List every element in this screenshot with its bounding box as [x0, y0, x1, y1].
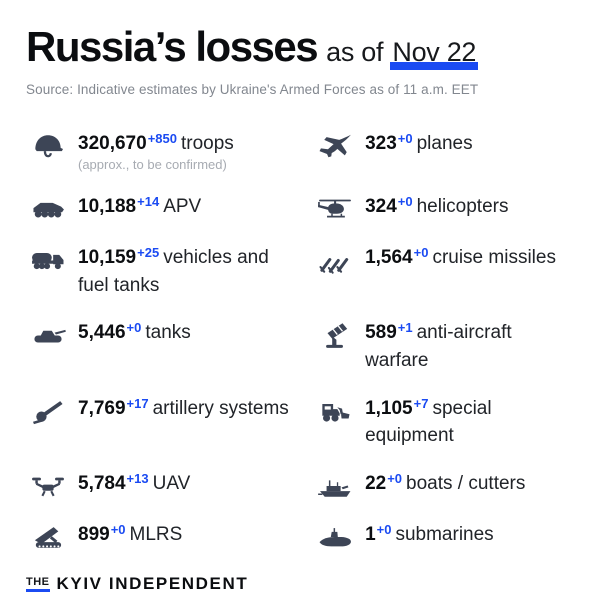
stat-delta: +14 [137, 194, 160, 210]
stat-helicopters: 324+0 helicopters [313, 193, 574, 224]
stat-delta: +1 [397, 320, 413, 336]
artillery-icon [26, 396, 70, 426]
stat-delta: +0 [397, 194, 413, 210]
stat-label: cruise missiles [432, 247, 556, 269]
stat-label: troops [180, 132, 234, 154]
stat-value: 323 [365, 132, 397, 154]
stat-delta: +0 [413, 245, 429, 261]
stat-label: anti-aircraft warfare [365, 322, 512, 371]
stat-value: 10,159 [78, 247, 137, 269]
stat-label: boats / cutters [406, 472, 526, 494]
stat-label: MLRS [129, 523, 183, 545]
stat-label: helicopters [416, 196, 509, 218]
special-equipment-icon [313, 396, 357, 426]
plane-icon [313, 131, 357, 161]
stat-troops: 320,670+850 troops (approx., to be confir… [26, 130, 303, 173]
stat-value: 1 [365, 523, 376, 545]
stat-value: 589 [365, 322, 397, 344]
stat-delta: +850 [147, 130, 177, 146]
boat-icon [313, 471, 357, 501]
stat-label: vehicles and fuel tanks [78, 247, 269, 296]
stat-delta: +0 [110, 521, 126, 537]
page-title: Russia’s losses as of Nov 22 [26, 23, 574, 70]
stat-label: artillery systems [152, 397, 289, 419]
stat-delta: +0 [387, 470, 403, 486]
kyiv-independent-logo: THE KYIV INDEPENDENT [26, 574, 574, 594]
stat-value: 320,670 [78, 132, 147, 154]
stat-tanks: 5,446+0 tanks [26, 319, 303, 374]
stat-delta: +25 [137, 245, 160, 261]
stat-uav: 5,784+13 UAV [26, 470, 303, 501]
submarine-icon [313, 522, 357, 552]
stat-label: planes [416, 132, 473, 154]
stat-mlrs: 899+0 MLRS [26, 521, 303, 552]
stat-artillery: 7,769+17 artillery systems [26, 395, 303, 450]
stat-label: APV [163, 196, 202, 218]
stat-cruise-missiles: 1,564+0 cruise missiles [313, 244, 574, 299]
stat-label: special equipment [365, 397, 492, 447]
stat-apv: 10,188+14 APV [26, 193, 303, 224]
stat-value: 899 [78, 523, 110, 545]
stat-delta: +0 [376, 521, 392, 537]
logo-the: THE [26, 576, 50, 592]
source-line: Source: Indicative estimates by Ukraine'… [26, 81, 479, 97]
uav-icon [26, 471, 70, 501]
stat-note: (approx., to be confirmed) [78, 157, 227, 173]
stat-value: 5,784 [78, 472, 126, 494]
fuel-truck-icon [26, 245, 70, 275]
title-asof-prefix: as of [326, 37, 384, 67]
tank-icon [26, 320, 70, 350]
stat-value: 1,105 [365, 397, 413, 419]
stat-value: 7,769 [78, 397, 126, 419]
stat-delta: +17 [126, 395, 149, 411]
stat-boats: 22+0 boats / cutters [313, 470, 574, 501]
helicopter-icon [313, 194, 357, 224]
stat-label: UAV [152, 472, 191, 494]
mlrs-icon [26, 522, 70, 552]
title-date: Nov 22 [390, 37, 479, 70]
stat-delta: +0 [397, 130, 413, 146]
stat-value: 1,564 [365, 247, 413, 269]
anti-aircraft-icon [313, 320, 357, 350]
logo-name: KYIV INDEPENDENT [56, 573, 249, 593]
stat-planes: 323+0 planes [313, 130, 574, 173]
apv-icon [26, 194, 70, 224]
stat-value: 10,188 [78, 196, 137, 218]
stat-special-equipment: 1,105+7 special equipment [313, 395, 574, 450]
stat-value: 324 [365, 196, 397, 218]
stat-value: 5,446 [78, 322, 126, 344]
stat-label: tanks [145, 322, 191, 344]
stat-delta: +13 [126, 470, 149, 486]
stat-vehicles: 10,159+25 vehicles and fuel tanks [26, 244, 303, 299]
stat-value: 22 [365, 472, 387, 494]
stat-delta: +0 [126, 320, 142, 336]
cruise-missile-icon [313, 245, 357, 275]
title-main: Russia’s losses [26, 23, 319, 70]
stat-label: submarines [395, 523, 494, 545]
stat-anti-aircraft: 589+1 anti-aircraft warfare [313, 319, 574, 374]
helmet-icon [26, 131, 70, 161]
stats-grid: 320,670+850 troops (approx., to be confir… [26, 130, 574, 552]
stat-submarines: 1+0 submarines [313, 521, 574, 552]
stat-delta: +7 [413, 395, 429, 411]
